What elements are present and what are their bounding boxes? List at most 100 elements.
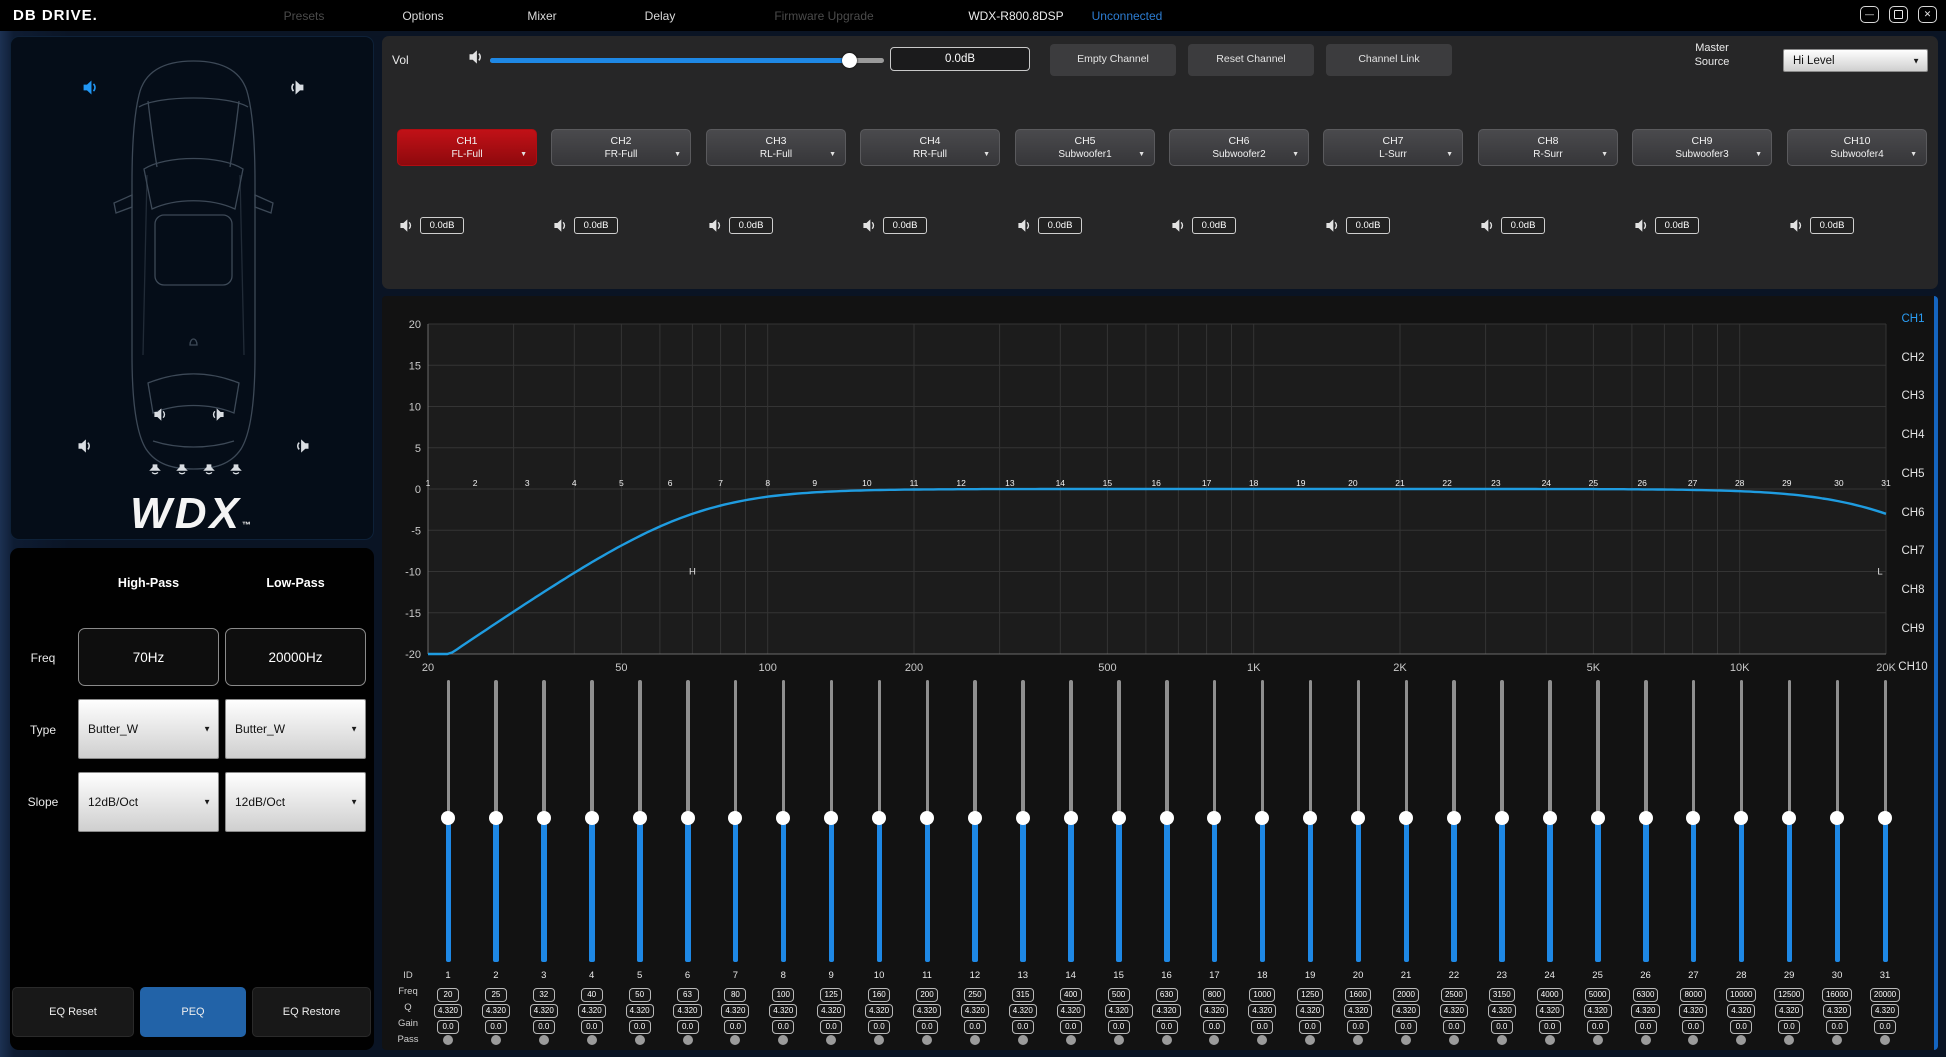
eq-channel-tab-ch10[interactable]: CH10 — [1898, 661, 1928, 673]
band-pass-toggle[interactable] — [1353, 1035, 1364, 1045]
band-freq-input[interactable]: 200 — [916, 987, 938, 1002]
channel-gain-value-ch6[interactable]: 0.0dB — [1192, 217, 1236, 234]
band-q-input[interactable]: 4.320 — [529, 1003, 558, 1018]
speaker-icon[interactable] — [1789, 218, 1804, 233]
band-pass-toggle[interactable] — [1736, 1035, 1747, 1045]
car-speaker-icon-subwoofer-3[interactable] — [202, 463, 216, 477]
slider-track-upper[interactable] — [1021, 680, 1025, 812]
slider-track-lower[interactable] — [493, 818, 499, 962]
channel-link-button[interactable]: Channel Link — [1326, 44, 1452, 76]
band-gain-input[interactable]: 0.0 — [628, 1019, 651, 1034]
speaker-icon[interactable] — [708, 218, 723, 233]
band-pass-toggle[interactable] — [874, 1035, 885, 1045]
band-q-input[interactable]: 4.320 — [912, 1003, 942, 1018]
band-q-input[interactable]: 4.320 — [769, 1003, 798, 1018]
slider-track-upper[interactable] — [829, 680, 834, 812]
eq-band-slider-30[interactable] — [1830, 680, 1845, 962]
band-pass-toggle[interactable] — [1161, 1035, 1172, 1045]
band-gain-input[interactable]: 0.0 — [1586, 1019, 1609, 1034]
band-freq-input[interactable]: 160 — [868, 987, 891, 1002]
band-q-input[interactable]: 4.320 — [721, 1003, 750, 1018]
slider-knob[interactable] — [967, 811, 982, 825]
band-pass-toggle[interactable] — [1640, 1035, 1651, 1045]
band-gain-input[interactable]: 0.0 — [1347, 1019, 1370, 1034]
slider-knob[interactable] — [728, 811, 743, 825]
eq-band-slider-24[interactable] — [1542, 680, 1557, 962]
car-speaker-icon-front-right[interactable] — [288, 79, 305, 96]
eq-channel-tab-ch6[interactable]: CH6 — [1901, 507, 1925, 519]
slider-track-upper[interactable] — [1883, 680, 1887, 812]
master-volume-value[interactable]: 0.0dB — [890, 47, 1030, 71]
car-speaker-icon-rear-deck-right[interactable] — [210, 407, 225, 422]
slider-track-upper[interactable] — [1117, 680, 1121, 812]
channel-button-ch3[interactable]: CH3 RL-Full ▼ — [706, 129, 846, 166]
slider-knob[interactable] — [488, 811, 503, 825]
band-pass-toggle[interactable] — [1880, 1035, 1890, 1045]
eq-band-slider-15[interactable] — [1111, 680, 1126, 962]
slider-track-lower[interactable] — [1355, 818, 1362, 962]
eq-channel-tab-ch1[interactable]: CH1 — [1901, 313, 1925, 325]
band-gain-input[interactable]: 0.0 — [1682, 1019, 1705, 1034]
eq-band-slider-5[interactable] — [632, 680, 647, 962]
band-gain-input[interactable]: 0.0 — [676, 1019, 699, 1034]
band-pass-toggle[interactable] — [1592, 1035, 1603, 1045]
band-freq-input[interactable]: 8000 — [1680, 987, 1707, 1002]
band-q-input[interactable]: 4.320 — [1583, 1003, 1612, 1018]
band-pass-toggle[interactable] — [778, 1035, 789, 1045]
band-gain-input[interactable]: 0.0 — [1107, 1019, 1130, 1034]
slider-knob[interactable] — [1590, 811, 1605, 825]
slider-track-upper[interactable] — [1404, 680, 1408, 812]
band-gain-input[interactable]: 0.0 — [1011, 1019, 1034, 1034]
band-freq-input[interactable]: 630 — [1155, 987, 1178, 1002]
band-gain-input[interactable]: 0.0 — [580, 1019, 603, 1034]
band-freq-input[interactable]: 12500 — [1774, 987, 1805, 1002]
band-freq-input[interactable]: 1250 — [1297, 987, 1324, 1002]
menu-item-mixer[interactable]: Mixer — [527, 9, 557, 23]
slider-knob[interactable] — [1015, 811, 1030, 825]
band-freq-input[interactable]: 500 — [1107, 987, 1130, 1002]
slider-track-upper[interactable] — [1165, 680, 1169, 812]
band-freq-input[interactable]: 2500 — [1440, 987, 1467, 1002]
eq-band-slider-1[interactable] — [441, 680, 456, 962]
band-gain-input[interactable]: 0.0 — [437, 1019, 459, 1034]
slider-knob[interactable] — [441, 811, 455, 825]
slider-knob[interactable] — [1734, 811, 1749, 825]
speaker-icon[interactable] — [553, 218, 568, 233]
band-gain-input[interactable]: 0.0 — [1395, 1019, 1417, 1034]
slider-knob[interactable] — [1542, 811, 1557, 825]
slider-knob[interactable] — [1638, 811, 1653, 825]
slider-knob[interactable] — [584, 811, 599, 825]
low-pass-freq-field[interactable]: 20000Hz — [225, 628, 366, 686]
eq-band-slider-10[interactable] — [872, 680, 887, 962]
channel-button-ch9[interactable]: CH9 Subwoofer3 ▼ — [1632, 129, 1772, 166]
band-q-input[interactable]: 4.320 — [1296, 1003, 1325, 1018]
slider-knob[interactable] — [1878, 811, 1892, 825]
band-pass-toggle[interactable] — [1832, 1035, 1843, 1045]
band-pass-toggle[interactable] — [922, 1035, 932, 1045]
speaker-icon[interactable] — [468, 49, 484, 65]
slider-knob[interactable] — [872, 811, 887, 825]
maximize-icon[interactable] — [1889, 6, 1908, 23]
band-q-input[interactable]: 4.320 — [1823, 1003, 1852, 1018]
speaker-icon[interactable] — [1325, 218, 1340, 233]
band-q-input[interactable]: 4.320 — [1439, 1003, 1468, 1018]
band-gain-input[interactable]: 0.0 — [1442, 1019, 1465, 1034]
slider-track-upper[interactable] — [1548, 680, 1552, 812]
channel-gain-value-ch5[interactable]: 0.0dB — [1038, 217, 1082, 234]
band-gain-input[interactable]: 0.0 — [1203, 1019, 1226, 1034]
band-gain-input[interactable]: 0.0 — [772, 1019, 795, 1034]
speaker-icon[interactable] — [1017, 218, 1032, 233]
band-gain-input[interactable]: 0.0 — [1634, 1019, 1657, 1034]
slider-track-upper[interactable] — [1787, 680, 1792, 812]
slider-track-upper[interactable] — [686, 680, 690, 812]
band-q-input[interactable]: 4.320 — [1248, 1003, 1277, 1018]
eq-band-slider-19[interactable] — [1303, 680, 1318, 962]
band-freq-input[interactable]: 32 — [532, 987, 555, 1002]
eq-band-slider-18[interactable] — [1255, 680, 1270, 962]
peq-button[interactable]: PEQ — [140, 987, 246, 1037]
eq-band-slider-4[interactable] — [584, 680, 599, 962]
band-q-input[interactable]: 4.320 — [1870, 1003, 1900, 1018]
menu-item-options[interactable]: Options — [402, 9, 444, 23]
band-q-input[interactable]: 4.320 — [433, 1003, 463, 1018]
channel-gain-value-ch3[interactable]: 0.0dB — [729, 217, 773, 234]
